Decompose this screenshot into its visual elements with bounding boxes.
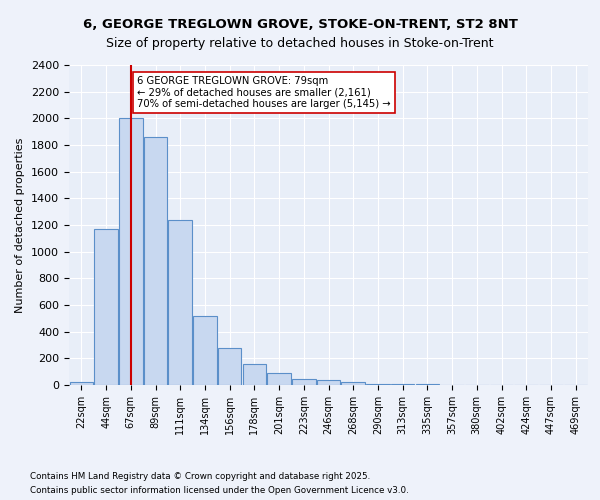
Bar (94, 229, 118, 385)
Text: 6 GEORGE TREGLOWN GROVE: 79sqm
← 29% of detached houses are smaller (2,161)
70% : 6 GEORGE TREGLOWN GROVE: 79sqm ← 29% of … (137, 76, 391, 109)
Bar (119, 118, 143, 385)
Bar (317, 380, 340, 385)
Bar (416, 384, 439, 385)
Bar (144, 137, 167, 385)
Y-axis label: Number of detached properties: Number of detached properties (16, 138, 25, 312)
Text: Contains HM Land Registry data © Crown copyright and database right 2025.: Contains HM Land Registry data © Crown c… (30, 472, 370, 481)
Text: Contains public sector information licensed under the Open Government Licence v3: Contains public sector information licen… (30, 486, 409, 495)
Bar (218, 348, 241, 385)
Bar (193, 316, 217, 385)
Bar (169, 220, 192, 385)
Text: 6, GEORGE TREGLOWN GROVE, STOKE-ON-TRENT, ST2 8NT: 6, GEORGE TREGLOWN GROVE, STOKE-ON-TRENT… (83, 18, 517, 30)
Bar (391, 384, 415, 385)
Bar (292, 379, 316, 385)
Bar (366, 384, 389, 385)
Bar (341, 382, 365, 385)
Bar (268, 373, 291, 385)
Bar (242, 364, 266, 385)
Text: Size of property relative to detached houses in Stoke-on-Trent: Size of property relative to detached ho… (106, 38, 494, 51)
Bar (70, 382, 93, 385)
